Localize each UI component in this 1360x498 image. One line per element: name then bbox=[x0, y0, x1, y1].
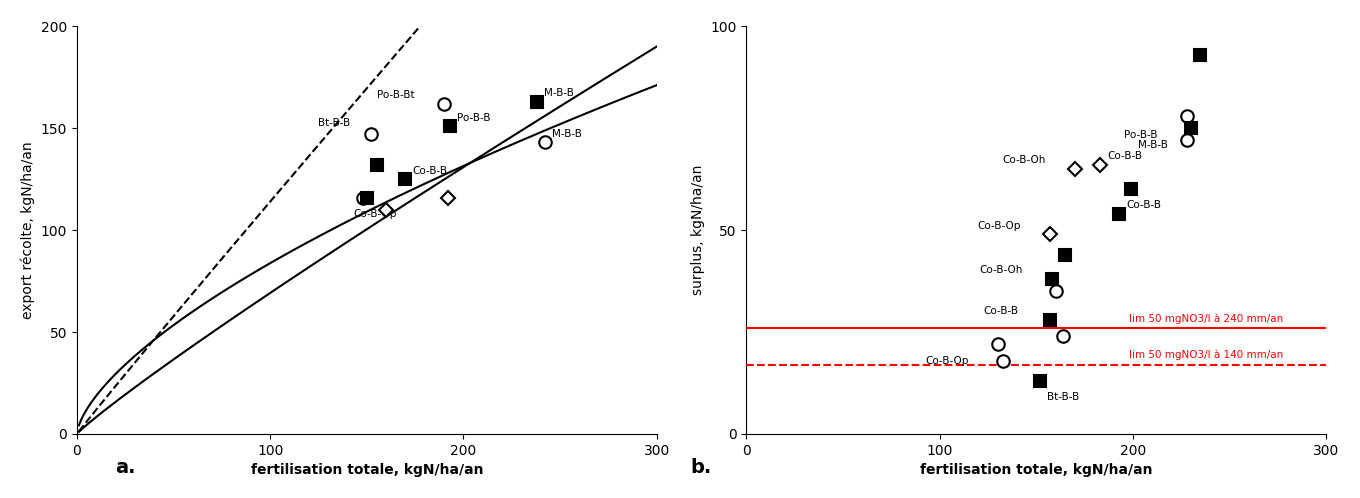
Text: Co-B-B: Co-B-B bbox=[983, 306, 1019, 316]
Text: Co-B-Op: Co-B-Op bbox=[925, 356, 968, 366]
Text: Co-B-B: Co-B-B bbox=[1107, 151, 1142, 161]
Text: Co-B-B: Co-B-B bbox=[412, 166, 447, 176]
Text: Co-B-Op: Co-B-Op bbox=[978, 221, 1021, 231]
Text: Bt-B-B: Bt-B-B bbox=[1047, 392, 1080, 402]
Y-axis label: surplus, kgN/ha/an: surplus, kgN/ha/an bbox=[691, 165, 704, 295]
X-axis label: fertilisation totale, kgN/ha/an: fertilisation totale, kgN/ha/an bbox=[919, 463, 1152, 477]
Text: Po-B-Bt: Po-B-Bt bbox=[378, 90, 415, 100]
Text: a.: a. bbox=[116, 458, 136, 477]
Text: Co-B-Oh: Co-B-Oh bbox=[979, 265, 1023, 275]
Text: M-B-B: M-B-B bbox=[552, 129, 582, 139]
Text: Bt-B-B: Bt-B-B bbox=[318, 118, 350, 128]
Text: Po-B-B: Po-B-B bbox=[457, 113, 491, 123]
Text: Co-B-Oh: Co-B-Oh bbox=[1002, 155, 1046, 165]
Text: Po-B-B: Po-B-B bbox=[1125, 130, 1157, 140]
X-axis label: fertilisation totale, kgN/ha/an: fertilisation totale, kgN/ha/an bbox=[250, 463, 483, 477]
Text: Co-B-Op: Co-B-Op bbox=[354, 209, 396, 219]
Text: Co-B-B: Co-B-B bbox=[1126, 200, 1161, 210]
Text: lim 50 mgNO3/l à 140 mm/an: lim 50 mgNO3/l à 140 mm/an bbox=[1129, 350, 1284, 361]
Text: M-B-B: M-B-B bbox=[544, 88, 574, 98]
Text: b.: b. bbox=[691, 458, 711, 477]
Y-axis label: export récolte, kgN/ha/an: export récolte, kgN/ha/an bbox=[20, 141, 35, 319]
Text: M-B-B: M-B-B bbox=[1138, 139, 1168, 150]
Text: lim 50 mgNO3/l à 240 mm/an: lim 50 mgNO3/l à 240 mm/an bbox=[1129, 313, 1284, 324]
